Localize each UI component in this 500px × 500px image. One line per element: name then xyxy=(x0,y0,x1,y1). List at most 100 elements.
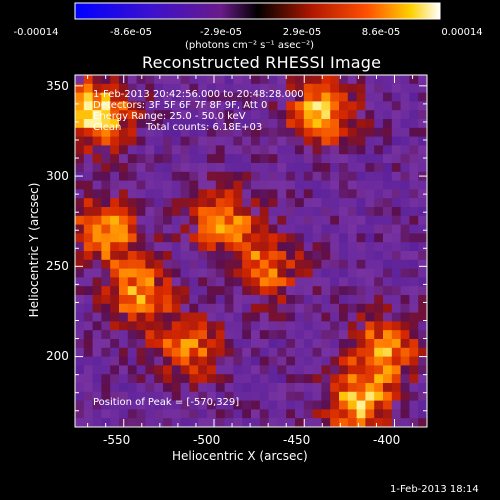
heatmap-cell xyxy=(251,321,261,331)
heatmap-cell xyxy=(374,365,384,375)
heatmap-cell xyxy=(83,391,93,401)
heatmap-cell xyxy=(75,268,85,278)
heatmap-cell xyxy=(277,356,287,366)
heatmap-cell xyxy=(409,268,419,278)
heatmap-cell xyxy=(259,163,269,173)
heatmap-cell xyxy=(295,127,305,137)
heatmap-cell xyxy=(101,356,111,366)
heatmap-cell xyxy=(171,242,181,252)
heatmap-cell xyxy=(189,163,199,173)
heatmap-cell xyxy=(356,233,366,243)
heatmap-cell xyxy=(312,286,322,296)
heatmap-cell xyxy=(312,312,322,322)
heatmap-cell xyxy=(233,391,243,401)
heatmap-cell xyxy=(383,259,393,269)
heatmap-cell xyxy=(83,154,93,164)
heatmap-cell xyxy=(145,339,155,349)
heatmap-cell xyxy=(251,400,261,410)
heatmap-cell xyxy=(101,365,111,375)
heatmap-cell xyxy=(233,251,243,261)
heatmap-cell xyxy=(75,127,85,137)
heatmap-cell xyxy=(180,356,190,366)
heatmap-cell xyxy=(383,303,393,313)
heatmap-cell xyxy=(189,119,199,129)
heatmap-cell xyxy=(268,347,278,357)
heatmap-cell xyxy=(119,321,129,331)
heatmap-cell xyxy=(224,356,234,366)
heatmap-cell xyxy=(242,92,252,102)
heatmap-cell xyxy=(207,92,217,102)
heatmap-cell xyxy=(321,391,331,401)
heatmap-cell xyxy=(303,189,313,199)
heatmap-cell xyxy=(303,312,313,322)
heatmap-cell xyxy=(347,224,357,234)
heatmap-cell xyxy=(119,268,129,278)
heatmap-cell xyxy=(277,418,287,428)
heatmap-cell xyxy=(119,189,129,199)
heatmap-cell xyxy=(171,400,181,410)
heatmap-cell xyxy=(356,215,366,225)
heatmap-cell xyxy=(400,347,410,357)
heatmap-cell xyxy=(365,303,375,313)
heatmap-cell xyxy=(312,339,322,349)
heatmap-cell xyxy=(136,215,146,225)
heatmap-cell xyxy=(154,347,164,357)
heatmap-cell xyxy=(136,356,146,366)
heatmap-cell xyxy=(171,391,181,401)
heatmap-cell xyxy=(374,295,384,305)
heatmap-cell xyxy=(145,321,155,331)
heatmap-cell xyxy=(207,303,217,313)
heatmap-cell xyxy=(189,233,199,243)
heatmap-cell xyxy=(215,189,225,199)
heatmap-cell xyxy=(286,400,296,410)
heatmap-cell xyxy=(374,145,384,155)
heatmap-cell xyxy=(365,391,375,401)
heatmap-cell xyxy=(295,145,305,155)
heatmap-cell xyxy=(145,286,155,296)
heatmap-cell xyxy=(365,400,375,410)
heatmap-cell xyxy=(154,189,164,199)
heatmap-cell xyxy=(356,92,366,102)
heatmap-cell xyxy=(391,110,401,120)
heatmap-cell xyxy=(303,119,313,129)
heatmap-cell xyxy=(418,224,428,234)
heatmap-cell xyxy=(136,92,146,102)
heatmap-cell xyxy=(154,277,164,287)
heatmap-cell xyxy=(312,374,322,384)
colorbar-tick-label: 0.00014 xyxy=(441,27,483,38)
heatmap-cell xyxy=(312,268,322,278)
heatmap-cell xyxy=(268,321,278,331)
heatmap-cell xyxy=(339,242,349,252)
heatmap-cell xyxy=(92,224,102,234)
heatmap-cell xyxy=(119,163,129,173)
heatmap-cell xyxy=(409,356,419,366)
heatmap-cell xyxy=(409,409,419,419)
heatmap-cell xyxy=(171,303,181,313)
heatmap-cell xyxy=(75,365,85,375)
heatmap-cell xyxy=(418,391,428,401)
heatmap-cell xyxy=(286,83,296,93)
heatmap-cell xyxy=(286,233,296,243)
heatmap-cell xyxy=(110,383,120,393)
heatmap-cell xyxy=(83,400,93,410)
heatmap-cell xyxy=(409,374,419,384)
heatmap-cell xyxy=(215,163,225,173)
heatmap-cell xyxy=(321,224,331,234)
heatmap-cell xyxy=(110,189,120,199)
heatmap-cell xyxy=(224,409,234,419)
heatmap-cell xyxy=(198,163,208,173)
heatmap-cell xyxy=(136,330,146,340)
heatmap-cell xyxy=(242,233,252,243)
heatmap-cell xyxy=(330,171,340,181)
heatmap-cell xyxy=(356,374,366,384)
heatmap-cell xyxy=(136,145,146,155)
heatmap-cell xyxy=(391,207,401,217)
heatmap-cell xyxy=(295,215,305,225)
heatmap-cell xyxy=(356,356,366,366)
heatmap-cell xyxy=(374,391,384,401)
heatmap-cell xyxy=(119,295,129,305)
heatmap-cell xyxy=(119,277,129,287)
heatmap-cell xyxy=(224,154,234,164)
heatmap-cell xyxy=(330,207,340,217)
heatmap-cell xyxy=(110,163,120,173)
